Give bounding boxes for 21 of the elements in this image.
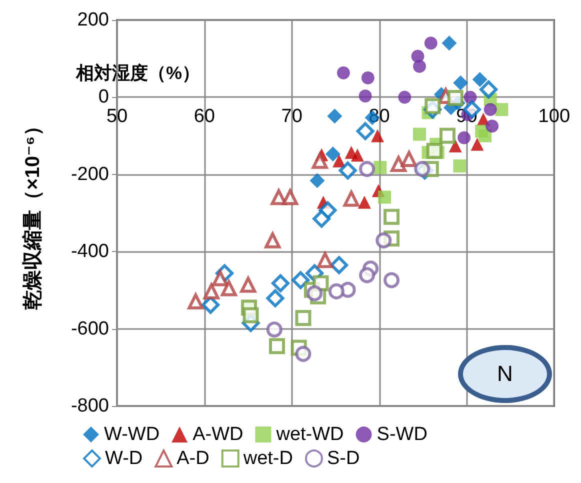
x-tick-label: 60	[194, 106, 215, 128]
legend-label: A-WD	[192, 424, 244, 445]
y-tick-label: 0	[98, 86, 109, 108]
legend-label: S-D	[326, 448, 360, 469]
legend-label: wet-D	[242, 448, 293, 469]
y-tick-label: -600	[70, 318, 109, 340]
y-tick-label: -800	[70, 396, 109, 416]
x-tick-label: 70	[281, 106, 302, 128]
x-axis-title: 相対湿度（%）	[75, 63, 200, 83]
y-tick-label: -200	[70, 164, 109, 185]
y-tick-label: -400	[70, 241, 109, 262]
legend-label: wet-WD	[275, 424, 344, 445]
ellipse-badge: N	[458, 345, 552, 403]
legend-label: S-WD	[376, 424, 428, 445]
x-tick-label: 90	[456, 106, 478, 128]
legend-label: W-D	[105, 448, 143, 469]
x-tick-label: 50	[106, 106, 128, 128]
y-axis-title: 乾燥収縮量（×10⁻⁶）	[21, 116, 44, 310]
legend-label: W-WD	[104, 424, 160, 445]
y-tick-label: 200	[77, 10, 109, 30]
legend-label: A-D	[176, 448, 210, 469]
